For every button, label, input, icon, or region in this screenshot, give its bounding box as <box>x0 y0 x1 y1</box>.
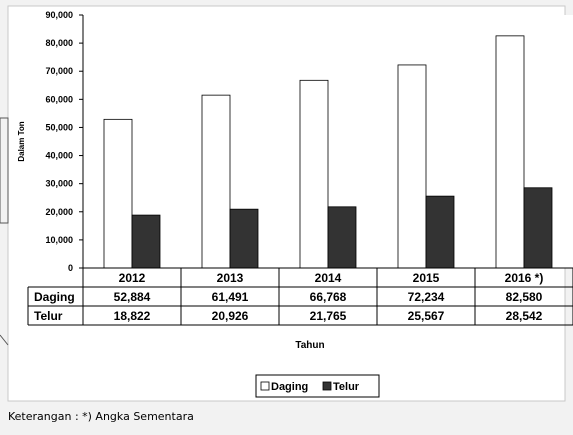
data-label: 25,567 <box>408 309 445 323</box>
left-edge-decoration <box>0 117 9 224</box>
legend-box <box>255 374 380 398</box>
data-label: 28,542 <box>506 309 543 323</box>
x-tick-label: 2012 <box>119 271 146 285</box>
x-tick-label: 2013 <box>217 271 244 285</box>
data-label: 61,491 <box>212 290 249 304</box>
bar-telur <box>229 208 259 269</box>
table-series-label: Telur <box>34 309 63 323</box>
legend-swatch-daging <box>260 381 270 391</box>
bar-daging <box>397 64 427 269</box>
bar-daging <box>299 79 329 269</box>
data-label: 66,768 <box>310 290 347 304</box>
bars-layer <box>103 35 553 269</box>
y-tick-label: 30,000 <box>45 179 73 189</box>
y-tick-label: 20,000 <box>45 207 73 217</box>
x-axis-label: Tahun <box>295 340 324 351</box>
bar-telur <box>327 206 357 269</box>
bar-daging <box>495 35 525 269</box>
bar-telur <box>425 195 455 269</box>
bar-daging <box>103 118 133 269</box>
x-tick-label: 2015 <box>413 271 440 285</box>
data-label: 20,926 <box>212 309 249 323</box>
data-table: 2012 2013 2014 2015 2016 *) Daging 52,884 61,49… <box>27 267 573 326</box>
y-tick-label: 40,000 <box>45 151 73 161</box>
x-tick-label: 2016 *) <box>505 271 544 285</box>
y-tick-label: 50,000 <box>45 122 73 132</box>
footnote: Keterangan : *) Angka Sementara <box>8 410 194 423</box>
table-series-label: Daging <box>34 290 75 304</box>
left-edge-decoration-line <box>0 334 9 346</box>
data-label: 82,580 <box>506 290 543 304</box>
legend-label-daging: Daging <box>271 381 308 393</box>
y-tick-label: 10,000 <box>45 235 73 245</box>
data-label: 18,822 <box>114 309 151 323</box>
legend-label-telur: Telur <box>333 381 360 393</box>
data-label: 21,765 <box>310 309 347 323</box>
y-tick-label: 80,000 <box>45 38 73 48</box>
bar-telur <box>523 187 553 269</box>
legend: Daging Telur <box>255 374 380 398</box>
y-tick-label: 0 <box>68 263 73 273</box>
bar-daging <box>201 94 231 269</box>
y-tick-label: 60,000 <box>45 94 73 104</box>
y-tick-label: 90,000 <box>45 10 73 20</box>
data-label: 72,234 <box>408 290 445 304</box>
data-label: 52,884 <box>114 290 151 304</box>
y-tick-label: 70,000 <box>45 66 73 76</box>
y-axis-label: Dalam Ton <box>17 121 26 161</box>
legend-swatch-telur <box>322 381 332 391</box>
bar-telur <box>131 214 161 269</box>
x-tick-label: 2014 <box>315 271 342 285</box>
